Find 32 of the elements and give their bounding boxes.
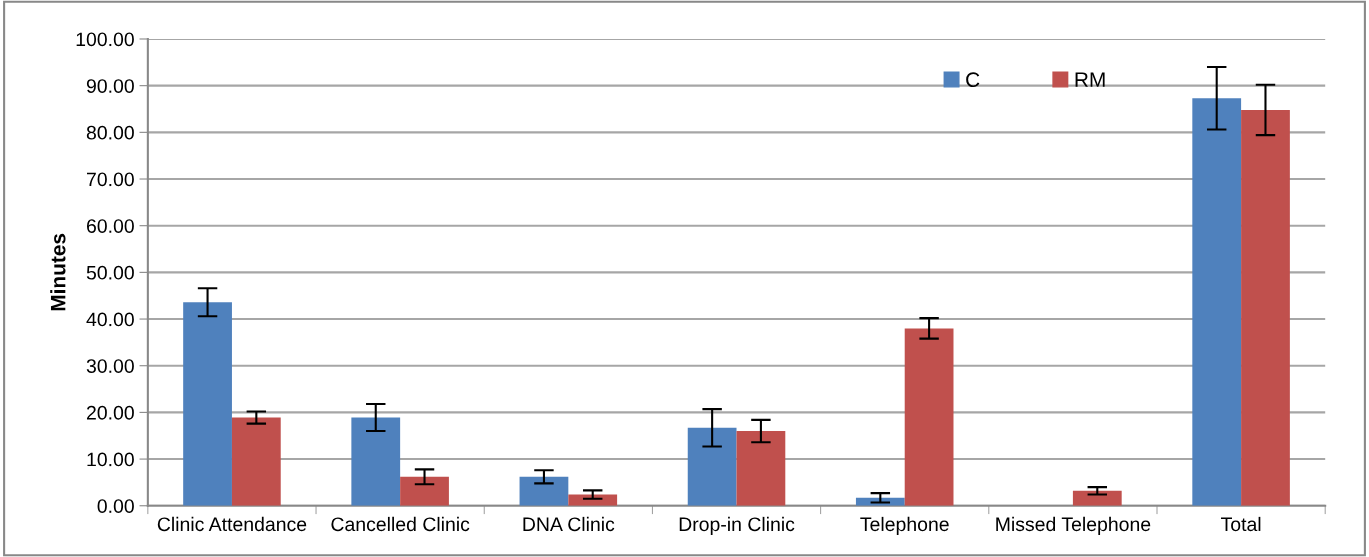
- x-tick-label: Missed Telephone: [996, 516, 1151, 535]
- bar: [231, 417, 281, 506]
- y-tick-label: 30.00: [86, 359, 134, 373]
- x-tick-label: Total: [1221, 516, 1261, 532]
- bar: [519, 476, 569, 506]
- y-axis-title: Minutes: [50, 233, 66, 311]
- x-tick-label: Cancelled Clinic: [331, 516, 470, 532]
- y-tick-label: 80.00: [86, 125, 134, 140]
- x-tick-label: DNA Clinic: [523, 516, 615, 532]
- y-tick-label: 90.00: [86, 79, 134, 93]
- bar: [1241, 109, 1290, 506]
- x-tick-label: Clinic Attendance: [157, 516, 307, 532]
- y-tick-label: 70.00: [87, 172, 134, 187]
- bar: [687, 427, 737, 506]
- y-tick-label: 10.00: [87, 452, 134, 467]
- x-tick-label: Drop-in Clinic: [679, 516, 795, 535]
- bar: [400, 476, 449, 506]
- x-tick-label: Telephone: [860, 516, 949, 535]
- y-tick-label: 100.00: [76, 32, 134, 47]
- y-tick-label: 0.00: [97, 499, 134, 513]
- legend-label: RM: [1075, 72, 1105, 87]
- bar: [1192, 98, 1242, 506]
- y-tick-label: 50.00: [86, 265, 134, 280]
- bar: [351, 417, 401, 506]
- bar: [736, 431, 786, 506]
- legend-label: C: [966, 72, 980, 88]
- y-tick-label: 20.00: [86, 405, 134, 420]
- bar: [183, 302, 232, 506]
- bar: [904, 328, 954, 506]
- y-tick-label: 40.00: [86, 312, 134, 327]
- y-tick-label: 60.00: [86, 219, 134, 233]
- bar: [1072, 490, 1122, 506]
